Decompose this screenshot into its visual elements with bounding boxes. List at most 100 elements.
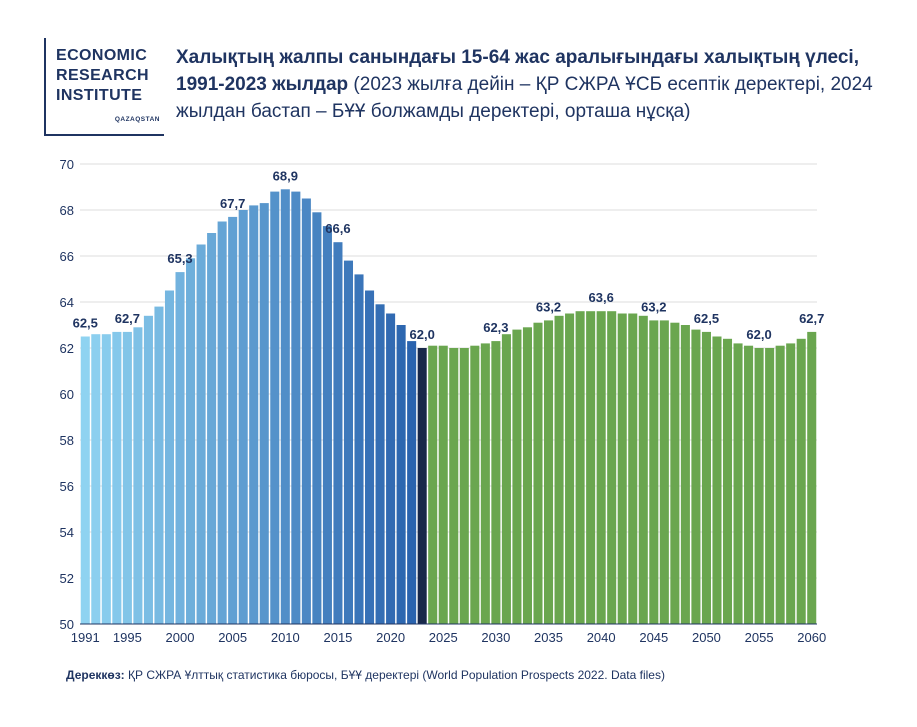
bar-2056 (765, 348, 775, 624)
bar-2027 (459, 348, 469, 624)
bar-2054 (744, 345, 754, 624)
data-label-2035: 63,2 (536, 299, 561, 314)
bar-2049 (691, 329, 701, 624)
y-tick-label: 60 (60, 387, 74, 402)
data-label-2000: 65,3 (167, 251, 192, 266)
y-tick-label: 54 (60, 525, 74, 540)
bar-2040 (596, 311, 606, 624)
x-tick-label: 2000 (166, 630, 195, 645)
data-label-2055: 62,0 (746, 327, 771, 342)
bar-1991 (80, 336, 90, 624)
bar-1992 (91, 334, 101, 624)
bar-1996 (133, 327, 143, 624)
bar-2037 (565, 313, 575, 624)
bar-2009 (270, 191, 280, 624)
bar-1995 (122, 331, 132, 624)
bar-2003 (207, 233, 217, 624)
bar-2043 (628, 313, 638, 624)
bar-2058 (786, 343, 796, 624)
bar-2032 (512, 329, 522, 624)
bar-2004 (217, 221, 227, 624)
bar-2052 (722, 338, 733, 624)
data-label-2040: 63,6 (589, 290, 614, 305)
bar-2026 (449, 348, 459, 624)
data-label-2060: 62,7 (799, 311, 824, 326)
bar-2039 (586, 311, 596, 624)
bar-2024 (428, 345, 438, 624)
source-text: ҚР СЖРА Ұлттық статистика бюросы, БҰҰ де… (124, 668, 665, 682)
bar-2014 (322, 226, 332, 624)
bar-2016 (343, 260, 354, 624)
bar-2041 (607, 311, 617, 624)
bar-2057 (775, 345, 785, 624)
bars (80, 189, 817, 625)
bar-2005 (228, 216, 238, 624)
bar-2000 (175, 272, 185, 624)
bar-2055 (754, 348, 764, 624)
x-tick-label: 2055 (745, 630, 774, 645)
bar-1997 (143, 315, 153, 624)
logo: ECONOMIC RESEARCH INSTITUTE QAZAQSTAN (44, 38, 164, 136)
bar-2006 (238, 210, 248, 624)
y-tick-label: 68 (60, 203, 74, 218)
bar-2031 (501, 334, 511, 624)
data-label-1991: 62,5 (73, 316, 98, 331)
bar-2030 (491, 341, 501, 624)
bar-2048 (680, 325, 690, 624)
x-tick-label: 2005 (218, 630, 247, 645)
bar-2028 (470, 345, 480, 624)
bar-2023 (417, 348, 427, 624)
y-tick-label: 64 (60, 295, 74, 310)
chart-subtitle: (2023 жылға дейін – ҚР СЖРА ҰСБ есептік … (176, 74, 873, 122)
data-label-2050: 62,5 (694, 311, 719, 326)
bar-2021 (396, 325, 406, 624)
x-tick-label: 2060 (797, 630, 826, 645)
x-tick-label: 2020 (376, 630, 405, 645)
bar-2010 (280, 189, 290, 625)
bar-2015 (333, 242, 343, 624)
x-tick-label: 1991 (71, 630, 100, 645)
x-tick-label: 2035 (534, 630, 563, 645)
chart-title-block: Халықтың жалпы санындағы 15-64 жас аралы… (176, 44, 876, 125)
data-label-2015: 66,6 (325, 221, 350, 236)
bar-2011 (291, 191, 301, 624)
bar-2001 (186, 258, 196, 624)
bar-2059 (796, 338, 806, 624)
bar-2033 (522, 327, 532, 624)
bar-2045 (649, 320, 659, 624)
data-label-1995: 62,7 (115, 311, 140, 326)
chart-title: Халықтың жалпы санындағы 15-64 жас аралы… (176, 47, 859, 95)
logo-line-2: RESEARCH (56, 67, 149, 84)
x-tick-label: 2045 (639, 630, 668, 645)
bar-2042 (617, 313, 627, 624)
bar-2019 (375, 304, 385, 624)
data-label-2005: 67,7 (220, 196, 245, 211)
bar-2047 (670, 322, 680, 624)
bar-2012 (301, 198, 311, 624)
bar-2025 (438, 345, 448, 624)
bar-2022 (407, 341, 417, 624)
source-label: Дереккөз: (66, 668, 125, 682)
bar-1993 (101, 334, 111, 624)
data-label-2010: 68,9 (273, 168, 298, 183)
bar-1999 (164, 290, 175, 624)
data-label-2030: 62,3 (483, 320, 508, 335)
bar-2018 (365, 290, 375, 624)
x-tick-label: 2040 (587, 630, 616, 645)
bar-2046 (659, 320, 669, 624)
y-tick-label: 52 (60, 571, 74, 586)
data-label-2023: 62,0 (410, 327, 435, 342)
bar-2051 (712, 336, 722, 624)
x-tick-label: 2050 (692, 630, 721, 645)
x-tick-label: 2015 (323, 630, 352, 645)
x-tick-label: 2010 (271, 630, 300, 645)
bar-2053 (733, 343, 743, 624)
bar-2034 (533, 322, 543, 624)
axes: 50 52 54 56 58 60 62 64 66 68 70 1991 1995 2000 2005 20… (60, 157, 827, 645)
source-note: Дереккөз: ҚР СЖРА Ұлттық статистика бюро… (66, 668, 665, 682)
bar-2029 (480, 343, 490, 624)
bar-2020 (386, 313, 396, 624)
bar-2002 (196, 244, 206, 624)
x-tick-label: 2030 (481, 630, 510, 645)
bar-2017 (354, 274, 364, 624)
